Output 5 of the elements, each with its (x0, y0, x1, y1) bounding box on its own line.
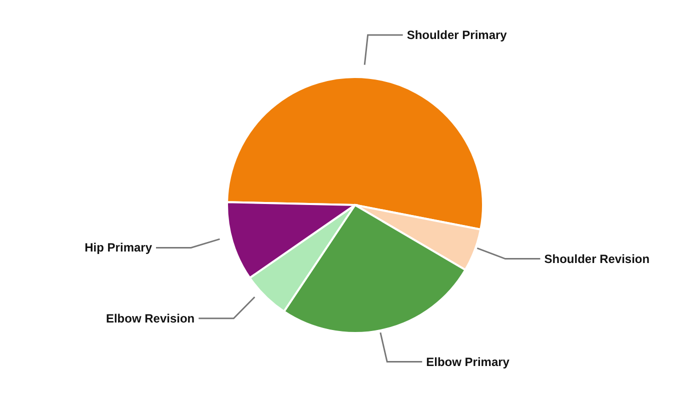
slice-label: Shoulder Primary (406, 28, 508, 42)
slice-label: Elbow Revision (106, 311, 195, 326)
slice-label: Elbow Primary (426, 354, 510, 369)
slice-label: Shoulder Revision (544, 252, 650, 266)
slice-label: Hip Primary (84, 240, 152, 255)
